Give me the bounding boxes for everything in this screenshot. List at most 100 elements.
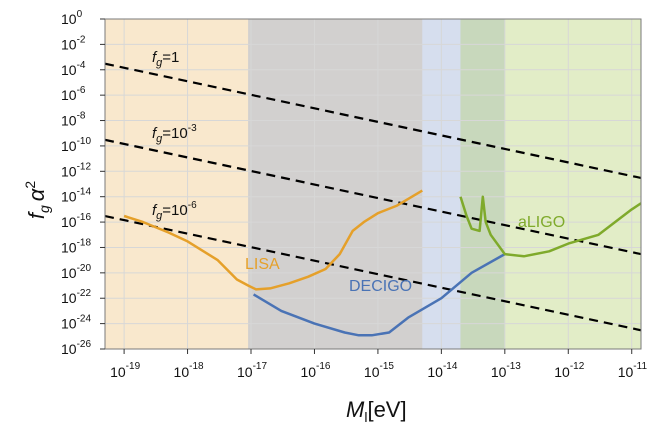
decigo-band [248,19,505,349]
fg-line-f-g-1 [105,62,641,180]
x-tick-base: 10 [110,364,126,380]
x-tick-label: 10-18 [174,361,204,380]
decigo-label: DECIGO [349,278,412,295]
fg-line-f-g-10-6 [105,214,641,332]
y-tick-exp: -18 [77,237,92,248]
x-axis-label-main: M [346,397,365,422]
fg-label-main: f [152,125,158,142]
decigo-curve [252,253,506,337]
y-tick-base: 10 [61,189,77,205]
fg-label: fg=1 [152,49,179,69]
y-axis-label: fgα2 [22,181,52,219]
y-tick-base: 10 [61,87,77,103]
y-axis-label-g: g [36,205,52,213]
curves-layer [123,189,641,337]
y-tick-label: 10-8 [61,111,86,129]
y-tick-label: 10-10 [61,136,91,154]
y-tick-base: 10 [61,62,77,78]
x-tick-exp: -12 [570,361,585,372]
y-axis-label-f: f [24,210,49,219]
y-ticks: 10010-210-410-610-810-1010-1210-1410-161… [61,9,105,357]
y-tick-base: 10 [61,290,77,306]
x-tick-exp: -19 [126,361,141,372]
fg-label: fg=10-3 [152,123,197,145]
y-tick-base: 10 [61,163,77,179]
x-tick-base: 10 [300,364,316,380]
y-tick-exp: -26 [77,339,92,350]
fg-label: fg=10-6 [152,200,197,222]
x-tick-exp: -17 [253,361,268,372]
y-tick-base: 10 [61,239,77,255]
y-tick-exp: -12 [77,161,92,172]
x-axis-label-unit: [eV] [367,397,406,422]
x-tick-base: 10 [427,364,443,380]
y-tick-exp: -10 [77,136,92,147]
x-axis-label: Ml[eV] [346,397,407,425]
y-tick-base: 10 [61,316,77,332]
x-tick-label: 10-12 [554,361,584,380]
x-tick-base: 10 [237,364,253,380]
y-tick-exp: -20 [77,263,92,274]
plot-frame [104,18,642,350]
fg-label-rest: =10 [162,202,187,219]
fg-lines-layer [105,62,641,332]
aligo-curve [459,195,641,258]
fg-label-main: f [152,202,158,219]
y-tick-base: 10 [61,36,77,52]
y-axis-label-alpha: α [24,187,49,201]
y-tick-base: 10 [61,341,77,357]
x-tick-base: 10 [364,364,380,380]
y-tick-label: 10-14 [61,187,91,205]
y-tick-label: 10-24 [61,314,91,332]
y-tick-label: 10-22 [61,288,91,306]
y-tick-label: 10-4 [61,60,86,78]
x-tick-label: 10-11 [618,361,648,380]
fg-label-sub: g [156,210,163,222]
x-tick-label: 10-16 [300,361,330,380]
y-tick-base: 10 [61,138,77,154]
x-tick-base: 10 [174,364,190,380]
y-tick-exp: -6 [77,85,86,96]
y-tick-exp: -22 [77,288,92,299]
fg-label-sub: g [156,57,163,69]
x-tick-base: 10 [491,364,507,380]
y-tick-label: 10-18 [61,237,91,255]
bands-layer [105,19,641,349]
fg-label-exp: -3 [188,123,197,134]
y-tick-exp: -14 [77,187,92,198]
y-tick-label: 10-12 [61,161,91,179]
x-tick-exp: -11 [633,361,647,372]
x-axis-label-sub: l [364,409,367,425]
y-tick-label: 10-20 [61,263,91,281]
x-tick-exp: -16 [316,361,331,372]
y-tick-exp: -8 [77,111,86,122]
x-tick-label: 10-19 [110,361,140,380]
y-tick-base: 10 [61,265,77,281]
y-tick-label: 10-6 [61,85,86,103]
x-tick-exp: -18 [189,361,204,372]
x-tick-exp: -15 [379,361,394,372]
x-tick-label: 10-15 [364,361,394,380]
y-tick-exp: 0 [77,9,83,20]
y-tick-exp: -24 [77,314,92,325]
fg-line-f-g-10-3 [105,138,641,256]
y-tick-base: 10 [61,214,77,230]
fg-label-rest: =1 [162,49,179,66]
y-tick-base: 10 [61,113,77,129]
y-tick-exp: -2 [77,34,86,45]
lisa-label: LISA [245,256,280,273]
y-tick-label: 100 [61,9,83,27]
fg-label-main: f [152,49,158,66]
y-tick-base: 10 [61,11,77,27]
aligo-label: aLIGO [518,214,565,231]
y-tick-exp: -4 [77,60,86,71]
x-tick-label: 10-13 [491,361,521,380]
x-tick-base: 10 [554,364,570,380]
x-tick-exp: -14 [443,361,458,372]
y-tick-label: 10-16 [61,212,91,230]
x-tick-exp: -13 [506,361,521,372]
aligo-band [460,19,641,349]
fg-label-rest: =10 [162,125,187,142]
